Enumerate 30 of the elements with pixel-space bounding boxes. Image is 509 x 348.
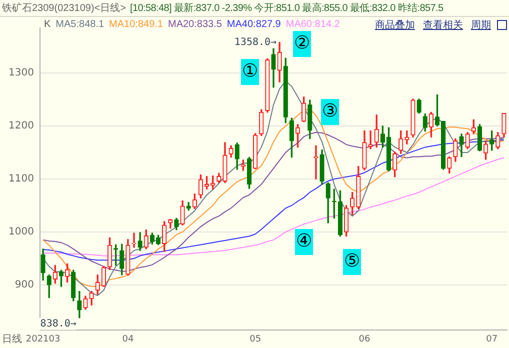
- annotation: 查看相关: [423, 18, 463, 32]
- annotation: 周期: [471, 18, 491, 32]
- annotation: 1358.0→: [234, 36, 277, 48]
- x-axis-title: 日线: [2, 332, 22, 346]
- x-tick-label: 202103: [26, 334, 60, 345]
- x-tick-label: 04: [122, 334, 134, 345]
- annotation: ④: [296, 230, 312, 252]
- text: MA60:814.2: [286, 19, 340, 30]
- x-tick-label: 06: [358, 334, 370, 345]
- annotation: ①: [242, 60, 258, 82]
- y-tick-label: 1000: [8, 226, 34, 238]
- annotation: ⑤: [344, 250, 360, 272]
- text: MA20:833.5: [168, 19, 222, 30]
- y-tick-label: 1200: [8, 120, 34, 132]
- text: MA40:827.9: [226, 19, 281, 30]
- y-tick-label: 900: [14, 280, 34, 291]
- candlestick: [368, 130, 373, 150]
- legend-title: K: [44, 19, 51, 30]
- annotation: 838.0→: [40, 318, 76, 330]
- x-tick-label: 05: [250, 334, 262, 345]
- x-tick-label: 07: [486, 334, 498, 345]
- chart-title: 铁矿石2309(023109)<日线>: [2, 2, 126, 15]
- annotation: ③: [322, 100, 338, 122]
- annotation: ②: [294, 32, 310, 54]
- text: MA10:849.1: [109, 19, 163, 30]
- y-tick-label: 1100: [8, 174, 34, 185]
- annotation: 商品叠加: [375, 18, 415, 32]
- chart-subtitle: [10:58:48] 最新:837.0 -2.39% 今开:851.0 最高:855.0 最低:832.0 昨结:857.5: [130, 2, 444, 15]
- text: MA5:848.1: [56, 19, 104, 30]
- y-tick-label: 1300: [8, 68, 34, 79]
